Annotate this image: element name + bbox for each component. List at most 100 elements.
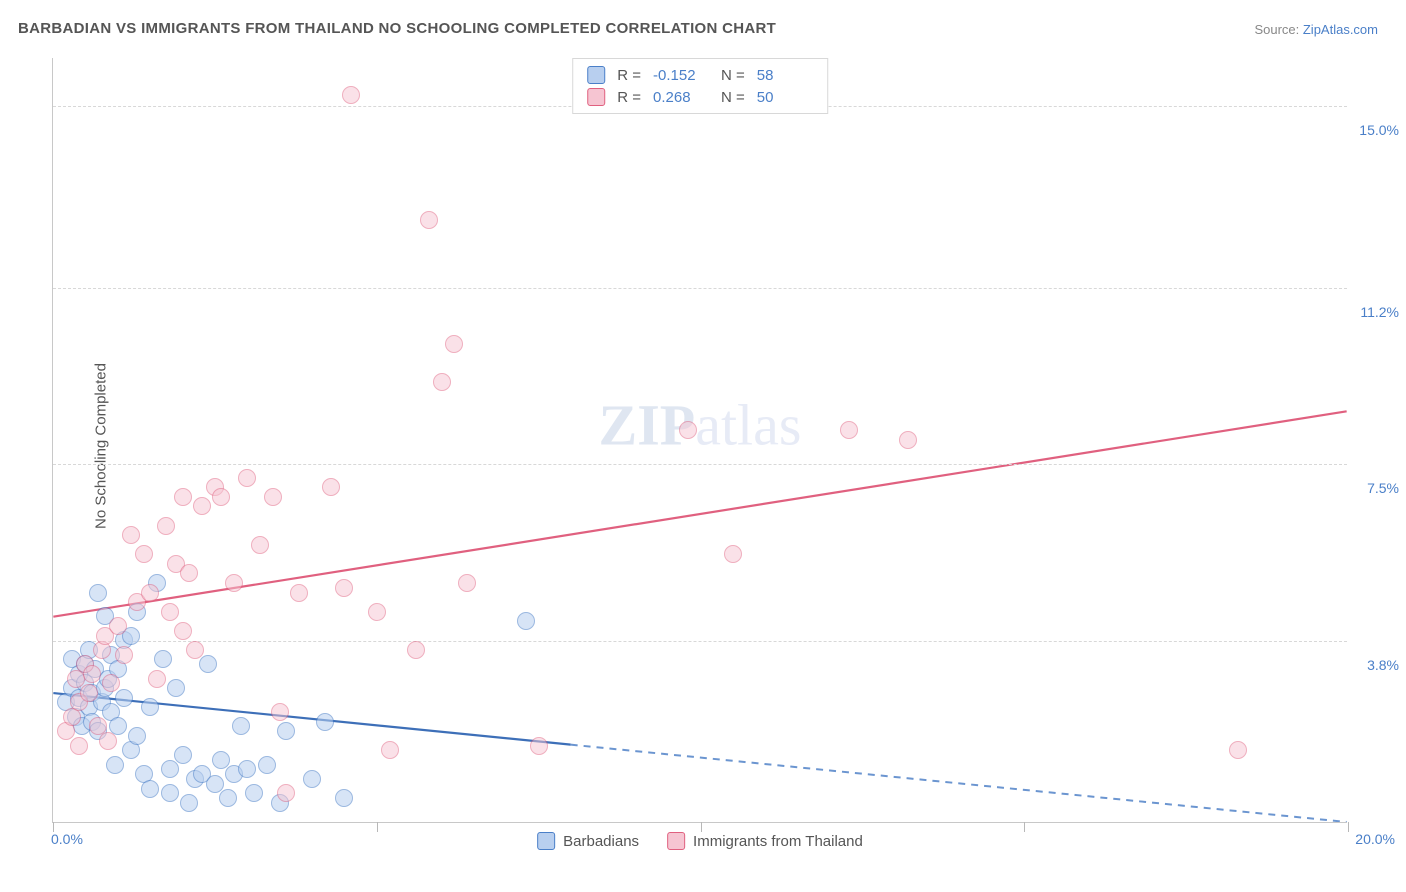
scatter-point bbox=[445, 335, 463, 353]
legend-item: Immigrants from Thailand bbox=[667, 832, 863, 850]
scatter-point bbox=[251, 536, 269, 554]
scatter-point bbox=[80, 684, 98, 702]
y-tick-label: 7.5% bbox=[1367, 480, 1399, 496]
scatter-point bbox=[161, 784, 179, 802]
x-tick-max: 20.0% bbox=[1355, 831, 1395, 847]
scatter-point bbox=[316, 713, 334, 731]
scatter-point bbox=[154, 650, 172, 668]
legend-item: Barbadians bbox=[537, 832, 639, 850]
r-label: R = bbox=[617, 89, 641, 106]
scatter-point bbox=[174, 622, 192, 640]
scatter-point bbox=[135, 545, 153, 563]
scatter-point bbox=[174, 488, 192, 506]
legend-swatch bbox=[537, 832, 555, 850]
scatter-point bbox=[724, 545, 742, 563]
scatter-point bbox=[679, 421, 697, 439]
scatter-point bbox=[381, 741, 399, 759]
scatter-point bbox=[161, 760, 179, 778]
scatter-point bbox=[517, 612, 535, 630]
y-tick-label: 11.2% bbox=[1360, 304, 1399, 320]
stats-row: R = 0.268 N = 50 bbox=[587, 86, 813, 108]
scatter-point bbox=[199, 655, 217, 673]
scatter-point bbox=[128, 727, 146, 745]
n-label: N = bbox=[721, 89, 745, 106]
scatter-point bbox=[840, 421, 858, 439]
scatter-point bbox=[258, 756, 276, 774]
legend-label: Immigrants from Thailand bbox=[693, 833, 863, 850]
watermark: ZIPatlas bbox=[599, 391, 802, 458]
x-tick bbox=[701, 822, 702, 832]
r-value: 0.268 bbox=[653, 89, 709, 106]
legend-label: Barbadians bbox=[563, 833, 639, 850]
scatter-point bbox=[122, 526, 140, 544]
r-value: -0.152 bbox=[653, 67, 709, 84]
scatter-point bbox=[89, 584, 107, 602]
x-tick bbox=[377, 822, 378, 832]
legend-swatch bbox=[667, 832, 685, 850]
scatter-point bbox=[322, 478, 340, 496]
x-tick bbox=[1024, 822, 1025, 832]
scatter-point bbox=[530, 737, 548, 755]
scatter-point bbox=[277, 722, 295, 740]
source-attribution: Source: ZipAtlas.com bbox=[1254, 22, 1378, 37]
scatter-point bbox=[277, 784, 295, 802]
scatter-point bbox=[290, 584, 308, 602]
scatter-point bbox=[141, 698, 159, 716]
scatter-point bbox=[342, 86, 360, 104]
legend-swatch bbox=[587, 66, 605, 84]
gridline bbox=[53, 464, 1347, 465]
scatter-point bbox=[271, 703, 289, 721]
scatter-point bbox=[212, 751, 230, 769]
gridline bbox=[53, 641, 1347, 642]
scatter-point bbox=[70, 737, 88, 755]
scatter-point bbox=[83, 665, 101, 683]
scatter-point bbox=[141, 780, 159, 798]
scatter-point bbox=[115, 646, 133, 664]
scatter-point bbox=[102, 674, 120, 692]
scatter-point bbox=[141, 584, 159, 602]
scatter-point bbox=[245, 784, 263, 802]
scatter-point bbox=[420, 211, 438, 229]
scatter-point bbox=[161, 603, 179, 621]
scatter-point bbox=[238, 760, 256, 778]
scatter-point bbox=[303, 770, 321, 788]
scatter-point bbox=[219, 789, 237, 807]
series-legend: Barbadians Immigrants from Thailand bbox=[537, 832, 863, 850]
watermark-b: atlas bbox=[695, 392, 801, 457]
scatter-point bbox=[180, 564, 198, 582]
scatter-point bbox=[225, 574, 243, 592]
x-tick bbox=[53, 822, 54, 832]
scatter-point bbox=[458, 574, 476, 592]
source-label: Source: bbox=[1254, 22, 1302, 37]
scatter-point bbox=[180, 794, 198, 812]
legend-swatch bbox=[587, 88, 605, 106]
scatter-point bbox=[899, 431, 917, 449]
scatter-point bbox=[109, 617, 127, 635]
scatter-point bbox=[99, 732, 117, 750]
scatter-point bbox=[174, 746, 192, 764]
scatter-point bbox=[335, 789, 353, 807]
scatter-point bbox=[186, 641, 204, 659]
scatter-point bbox=[206, 775, 224, 793]
scatter-point bbox=[148, 670, 166, 688]
x-tick bbox=[1348, 822, 1349, 832]
scatter-point bbox=[167, 679, 185, 697]
stats-legend: R =-0.152N =58 R = 0.268 N = 50 bbox=[572, 58, 828, 114]
scatter-point bbox=[115, 689, 133, 707]
source-link[interactable]: ZipAtlas.com bbox=[1303, 22, 1378, 37]
plot-area: ZIPatlas R =-0.152N =58R =0.268N =50 0.0… bbox=[52, 58, 1347, 823]
scatter-point bbox=[232, 717, 250, 735]
scatter-point bbox=[157, 517, 175, 535]
scatter-point bbox=[264, 488, 282, 506]
n-value: 50 bbox=[757, 89, 813, 106]
stats-row: R =-0.152N =58 bbox=[587, 64, 813, 86]
x-tick-min: 0.0% bbox=[51, 831, 83, 847]
y-tick-label: 3.8% bbox=[1367, 657, 1399, 673]
scatter-point bbox=[1229, 741, 1247, 759]
y-tick-label: 15.0% bbox=[1359, 122, 1399, 138]
trend-lines bbox=[53, 58, 1347, 822]
chart-title: BARBADIAN VS IMMIGRANTS FROM THAILAND NO… bbox=[18, 20, 776, 37]
n-value: 58 bbox=[757, 67, 813, 84]
gridline bbox=[53, 288, 1347, 289]
scatter-point bbox=[335, 579, 353, 597]
